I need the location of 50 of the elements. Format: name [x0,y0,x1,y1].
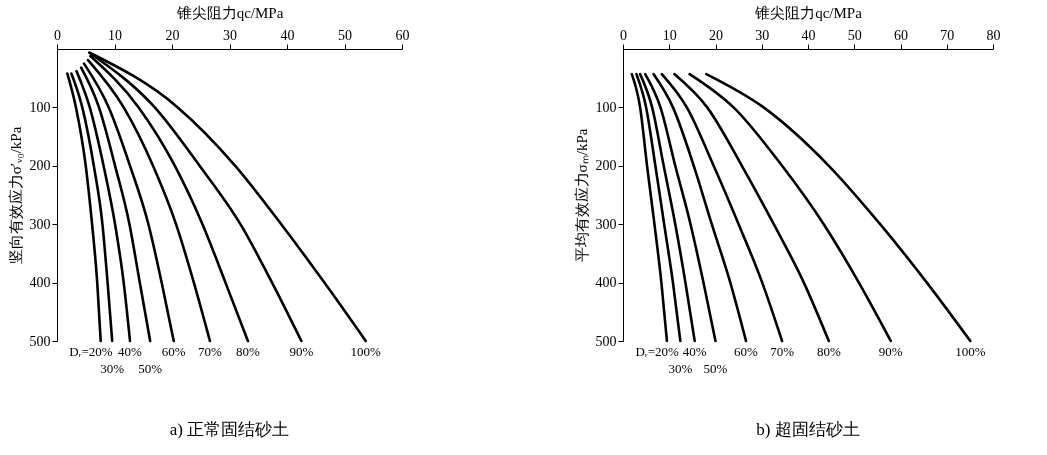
x-tick-label: 10 [108,27,122,43]
y-tick-label: 300 [595,216,617,232]
y-tick-label: 400 [595,275,617,291]
x-tick-label: 40 [801,27,816,43]
y-tick-label: 100 [595,99,617,115]
series-label: 80% [816,344,841,359]
x-tick-label: 60 [395,27,410,43]
series-label: 40% [118,344,143,359]
series-label: 80% [235,344,260,359]
series-label: 30% [100,361,125,376]
x-tick-label: 40 [280,27,295,43]
series-label: 60% [161,344,186,359]
x-tick-label: 10 [662,27,677,43]
series-label: Dᵣ=20% [69,344,113,359]
y-axis-title: 平均有效应力σₘ/kPa [573,128,590,263]
x-tick-label: 0 [54,27,61,43]
x-tick-label: 0 [620,27,627,43]
y-tick-label: 500 [595,333,617,349]
y-tick-label: 500 [29,333,51,349]
x-tick-label: 20 [165,27,180,43]
series-label: 30% [668,361,693,376]
y-tick-label: 200 [595,158,617,174]
y-tick-label: 400 [29,275,51,291]
x-tick-label: 80 [986,27,1001,43]
x-tick-label: 60 [894,27,908,43]
x-tick-label: 50 [847,27,862,43]
series-label: 90% [878,344,903,359]
text: a) 正常固结砂土 [169,420,290,439]
x-tick-label: 70 [940,27,955,43]
y-axis-title: 竖向有效应力σ′ᵥ₀/kPa [7,126,24,265]
series-label: 70% [770,344,795,359]
y-tick-label: 200 [29,158,51,174]
series-label: 70% [198,344,223,359]
series-label: 100% [350,344,382,359]
x-axis-title: 锥尖阻力qc/MPa [754,4,863,21]
x-tick-label: 30 [223,27,237,43]
x-axis-title: 锥尖阻力qc/MPa [175,4,284,21]
series-label: 100% [955,344,986,359]
series-label: 60% [734,344,759,359]
series-label: 50% [138,361,163,376]
x-tick-label: 30 [755,27,770,43]
text: b) 超固结砂土 [756,420,860,439]
series-label: Dᵣ=20% [635,344,680,359]
y-tick-label: 100 [29,99,51,115]
x-tick-label: 50 [338,27,352,43]
series-label: 50% [703,361,728,376]
series-label: 40% [682,344,707,359]
x-tick-label: 20 [709,27,723,43]
y-tick-label: 300 [29,216,51,232]
series-label: 90% [289,344,314,359]
